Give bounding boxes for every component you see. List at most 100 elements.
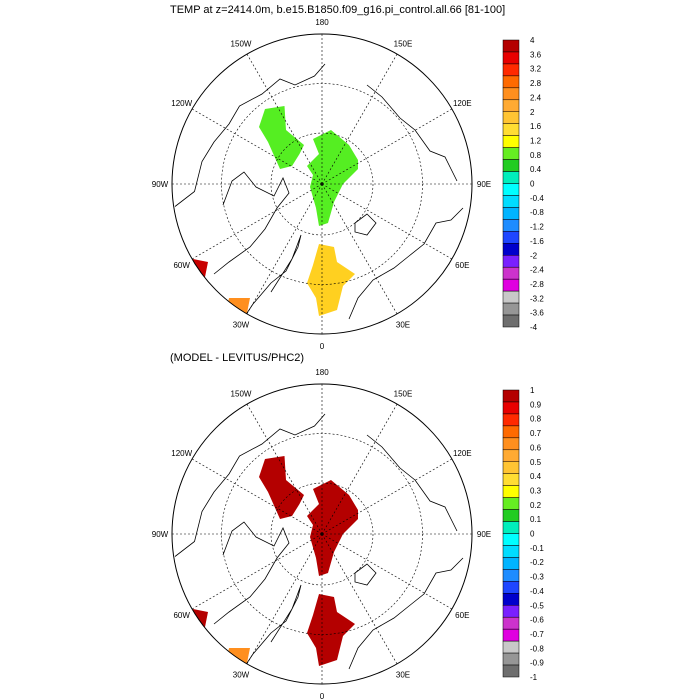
- meridian: [321, 403, 398, 535]
- lon-label-60e: 60E: [455, 261, 469, 270]
- colorbar-label: 1.2: [530, 136, 542, 145]
- panel-2-title: (MODEL - LEVITUS/PHC2): [170, 352, 305, 364]
- lon-label-90e: 90E: [477, 530, 491, 539]
- coastline: [348, 557, 464, 670]
- lon-label-90w: 90W: [152, 180, 169, 189]
- lon-label-120w: 120W: [171, 449, 192, 458]
- coastline: [354, 563, 377, 586]
- colorbar-swatch: [502, 135, 520, 148]
- colorbar-swatch: [502, 437, 520, 451]
- colorbar-swatch: [502, 111, 520, 124]
- lon-label-60w: 60W: [173, 261, 190, 270]
- meridian: [321, 533, 398, 665]
- colorbar-swatch: [502, 99, 520, 112]
- colorbar-swatch: [502, 75, 520, 89]
- colorbar-swatch: [502, 219, 520, 232]
- lon-label-90e: 90E: [477, 180, 491, 189]
- meridian: [246, 53, 323, 185]
- colorbar-swatch: [502, 628, 520, 642]
- colorbar-swatch: [502, 616, 520, 630]
- colorbar-swatch: [502, 545, 520, 558]
- colorbar-label: 0.8: [530, 415, 542, 424]
- colorbar-swatch: [502, 497, 520, 510]
- panel-2: 0 180 30E 60E 90E 120E 150E 150W 120W 90W 60W 30W 1 0…: [152, 368, 545, 700]
- lon-label-0: 0: [320, 692, 325, 700]
- colorbar-swatch: [502, 302, 520, 316]
- colorbar-label: 1: [530, 386, 535, 395]
- colorbar-swatch: [502, 640, 520, 654]
- coastline: [174, 413, 326, 557]
- colorbar-swatch: [502, 473, 520, 486]
- nordic-seas-anomaly: [307, 594, 355, 666]
- colorbar-label: 0.8: [530, 151, 542, 160]
- colorbar-label: 0.2: [530, 501, 542, 510]
- nordic-seas-anomaly: [307, 244, 355, 316]
- meridian: [321, 53, 398, 185]
- colorbar-label: 0.3: [530, 486, 542, 495]
- colorbar-swatch: [502, 314, 520, 328]
- colorbar-swatch: [502, 485, 520, 498]
- map-interior: [172, 34, 472, 334]
- colorbar-swatch: [502, 389, 520, 403]
- edge-patch-30w: [226, 648, 250, 663]
- colorbar-label: 2: [530, 108, 535, 117]
- colorbar-swatch: [502, 207, 520, 220]
- lon-label-150e: 150E: [394, 40, 413, 49]
- colorbar-label: 1.6: [530, 122, 542, 131]
- colorbar-label: -2: [530, 251, 538, 260]
- colorbar-label: 0.9: [530, 400, 542, 409]
- colorbar-label: 0: [530, 530, 535, 539]
- colorbar-label: -1: [530, 673, 538, 682]
- lon-label-90w: 90W: [152, 530, 169, 539]
- colorbar-label: 0.5: [530, 458, 542, 467]
- colorbar-swatch: [502, 243, 520, 256]
- lon-label-150w: 150W: [231, 390, 252, 399]
- lon-label-120e: 120E: [453, 449, 472, 458]
- lon-label-60e: 60E: [455, 611, 469, 620]
- colorbar-swatch: [502, 171, 520, 184]
- edge-patch-30w: [226, 298, 250, 313]
- colorbar-label: -0.6: [530, 616, 544, 625]
- map-interior: [172, 384, 472, 684]
- colorbar-swatch: [502, 461, 520, 474]
- coastline: [366, 84, 458, 182]
- lon-label-0: 0: [320, 342, 325, 351]
- colorbar-label: -0.4: [530, 194, 544, 203]
- lon-label-180: 180: [315, 368, 329, 377]
- meridian: [246, 533, 323, 665]
- colorbar-label: 0.1: [530, 515, 542, 524]
- colorbar-swatch: [502, 521, 520, 534]
- colorbar-swatch: [502, 509, 520, 522]
- map-boundary: [171, 33, 473, 335]
- colorbar-swatch: [502, 123, 520, 136]
- colorbar-swatch: [502, 183, 520, 196]
- coastline: [213, 521, 290, 625]
- colorbar-label: -0.4: [530, 587, 544, 596]
- colorbar-label: -1.2: [530, 223, 544, 232]
- colorbar-swatch: [502, 425, 520, 439]
- latitude-circle: [270, 132, 374, 236]
- colorbar-label: -2.8: [530, 280, 544, 289]
- colorbar-swatch: [502, 290, 520, 304]
- colorbar: 1 0.9 0.8 0.7 0.6 0.5 0.4 0.3 0.2 0.1 0 -0.1 -0.2 -0.…: [502, 386, 544, 682]
- colorbar-label: 4: [530, 36, 535, 45]
- colorbar-label: 3.6: [530, 50, 542, 59]
- colorbar-swatch: [502, 39, 520, 53]
- lon-label-150e: 150E: [394, 390, 413, 399]
- colorbar-swatch: [502, 195, 520, 208]
- lon-label-30e: 30E: [396, 670, 410, 679]
- meridian: [321, 183, 398, 315]
- colorbar-label: -3.2: [530, 294, 544, 303]
- colorbar-swatch: [502, 147, 520, 160]
- meridian: [321, 183, 453, 260]
- colorbar-label: -2.4: [530, 266, 544, 275]
- lon-label-180: 180: [315, 18, 329, 27]
- colorbar-swatch: [502, 255, 520, 268]
- east-siberia-anomaly: [259, 106, 304, 169]
- meridian: [191, 533, 323, 610]
- panel-1-title: TEMP at z=2414.0m, b.e15.B1850.f09_g16.p…: [170, 4, 506, 16]
- lon-label-30e: 30E: [396, 320, 410, 329]
- meridian: [246, 403, 323, 535]
- meridian: [321, 108, 453, 185]
- lon-label-60w: 60W: [173, 611, 190, 620]
